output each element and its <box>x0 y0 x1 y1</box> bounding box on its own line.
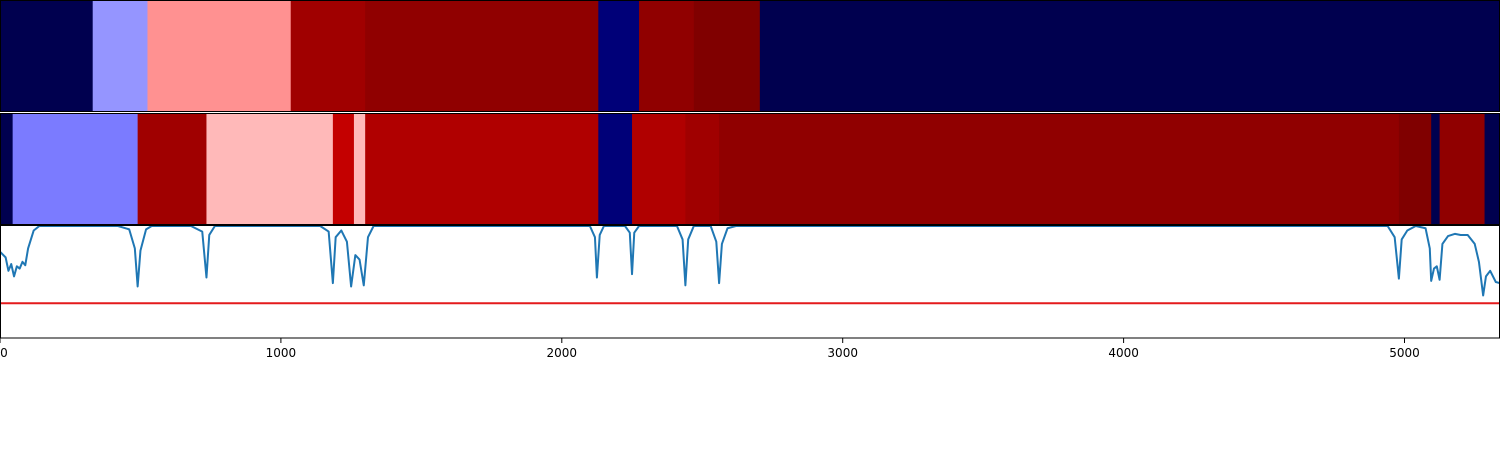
heatmap-2-segment-12 <box>1431 113 1441 225</box>
heatmap-1-segment-2 <box>147 0 292 112</box>
x-tick-label-2000: 2000 <box>547 346 578 360</box>
heatmap-1-segment-3 <box>290 0 366 112</box>
heatmap-1-segment-6 <box>639 0 695 112</box>
line-panel <box>0 225 1500 338</box>
heatmap-2-segment-3 <box>206 113 334 225</box>
heatmap-1-segment-0 <box>0 0 94 112</box>
heatmap-2-segment-10 <box>719 113 1400 225</box>
heatmap-2-segment-13 <box>1439 113 1486 225</box>
heatmap-row-1 <box>0 0 1500 112</box>
heatmap-2-segment-8 <box>632 113 686 225</box>
heatmap-2-segment-14 <box>1484 113 1500 225</box>
heatmap-1-segment-5 <box>598 0 640 112</box>
heatmap-1-segment-7 <box>693 0 761 112</box>
x-axis: 0 1000 2000 3000 4000 5000 <box>0 338 1420 360</box>
heatmap-2-segment-5 <box>353 113 366 225</box>
x-tick-label-1000: 1000 <box>266 346 297 360</box>
x-tick-label-4000: 4000 <box>1108 346 1139 360</box>
x-tick-label-0: 0 <box>0 346 8 360</box>
heatmap-1-segment-4 <box>365 0 599 112</box>
heatmap-2-segment-2 <box>137 113 208 225</box>
x-tick-label-5000: 5000 <box>1389 346 1420 360</box>
x-tick-label-3000: 3000 <box>827 346 858 360</box>
heatmap-2-segment-1 <box>12 113 139 225</box>
heatmap-2-segment-11 <box>1398 113 1432 225</box>
line-plot-background <box>0 226 1500 338</box>
heatmap-2-segment-6 <box>365 113 599 225</box>
heatmap-1-segment-1 <box>92 0 149 112</box>
heatmap-1-segment-8 <box>759 0 1500 112</box>
heatmap-2-segment-0 <box>0 113 14 225</box>
heatmap-2-segment-7 <box>598 113 633 225</box>
heatmap-2-segment-9 <box>685 113 720 225</box>
heatmap-2-segment-4 <box>332 113 355 225</box>
heatmap-row-2 <box>0 113 1500 225</box>
